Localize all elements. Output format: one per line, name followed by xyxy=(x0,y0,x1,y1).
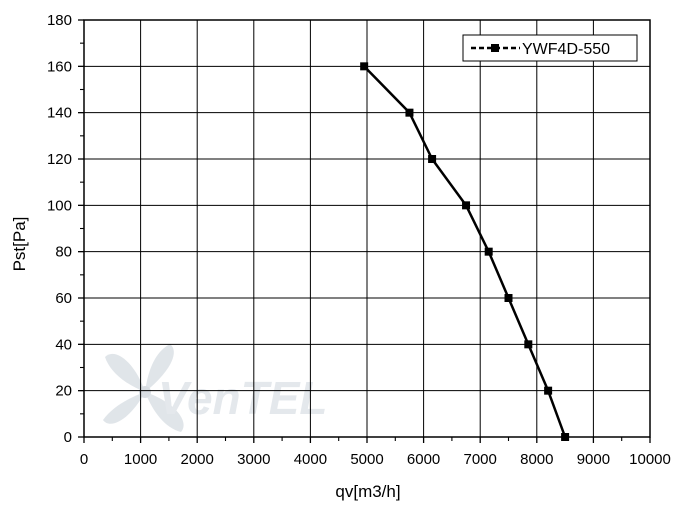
legend-marker-swatch xyxy=(491,44,499,52)
y-tick-label: 160 xyxy=(47,58,72,75)
x-tick-label: 8000 xyxy=(520,451,553,468)
x-tick-label: 1000 xyxy=(124,451,157,468)
x-tick-label: 0 xyxy=(80,451,88,468)
data-point-marker xyxy=(524,340,533,349)
y-tick-label: 180 xyxy=(47,12,72,29)
y-axis-title: Pst[Pa] xyxy=(10,217,29,272)
x-tick-label: 5000 xyxy=(350,451,383,468)
axis-ticks xyxy=(78,19,651,443)
series-layer xyxy=(360,62,570,441)
data-point-marker xyxy=(504,294,513,302)
x-tick-label: 6000 xyxy=(407,451,440,468)
legend-series-name: YWF4D-550 xyxy=(522,41,610,58)
fan-logo-icon xyxy=(103,344,184,432)
x-tick-label: 4000 xyxy=(294,451,327,468)
data-point-marker xyxy=(360,62,369,71)
x-tick-label: 3000 xyxy=(237,451,270,468)
y-tick-label: 60 xyxy=(55,290,72,307)
grid xyxy=(84,20,650,437)
data-point-marker xyxy=(484,247,493,256)
y-tick-label: 80 xyxy=(55,244,72,261)
x-tick-label: 9000 xyxy=(577,451,610,468)
x-tick-label: 2000 xyxy=(181,451,214,468)
y-tick-label: 120 xyxy=(47,151,72,168)
x-axis-title: qv[m3/h] xyxy=(335,482,400,501)
watermark-logo-text: VenTEL xyxy=(158,372,328,424)
y-tick-label: 140 xyxy=(47,105,72,122)
legend: YWF4D-550 xyxy=(462,34,638,62)
data-point-marker xyxy=(561,433,570,441)
y-axis-tick-labels: 0 20 40 60 80 100 120 140 160 180 xyxy=(47,12,72,446)
data-point-marker xyxy=(428,155,437,163)
x-tick-label: 7000 xyxy=(464,451,497,468)
y-tick-label: 20 xyxy=(55,383,72,400)
y-tick-label: 0 xyxy=(64,429,72,446)
data-point-marker xyxy=(462,201,471,210)
data-point-marker xyxy=(405,108,414,117)
data-point-marker xyxy=(544,386,553,395)
x-axis-tick-labels: 0 1000 2000 3000 4000 5000 6000 7000 8000 9000 100… xyxy=(80,451,671,468)
watermark: VenTEL xyxy=(103,344,328,432)
y-tick-label: 100 xyxy=(47,197,72,214)
y-tick-label: 40 xyxy=(55,336,72,353)
x-tick-label: 10000 xyxy=(629,451,671,468)
